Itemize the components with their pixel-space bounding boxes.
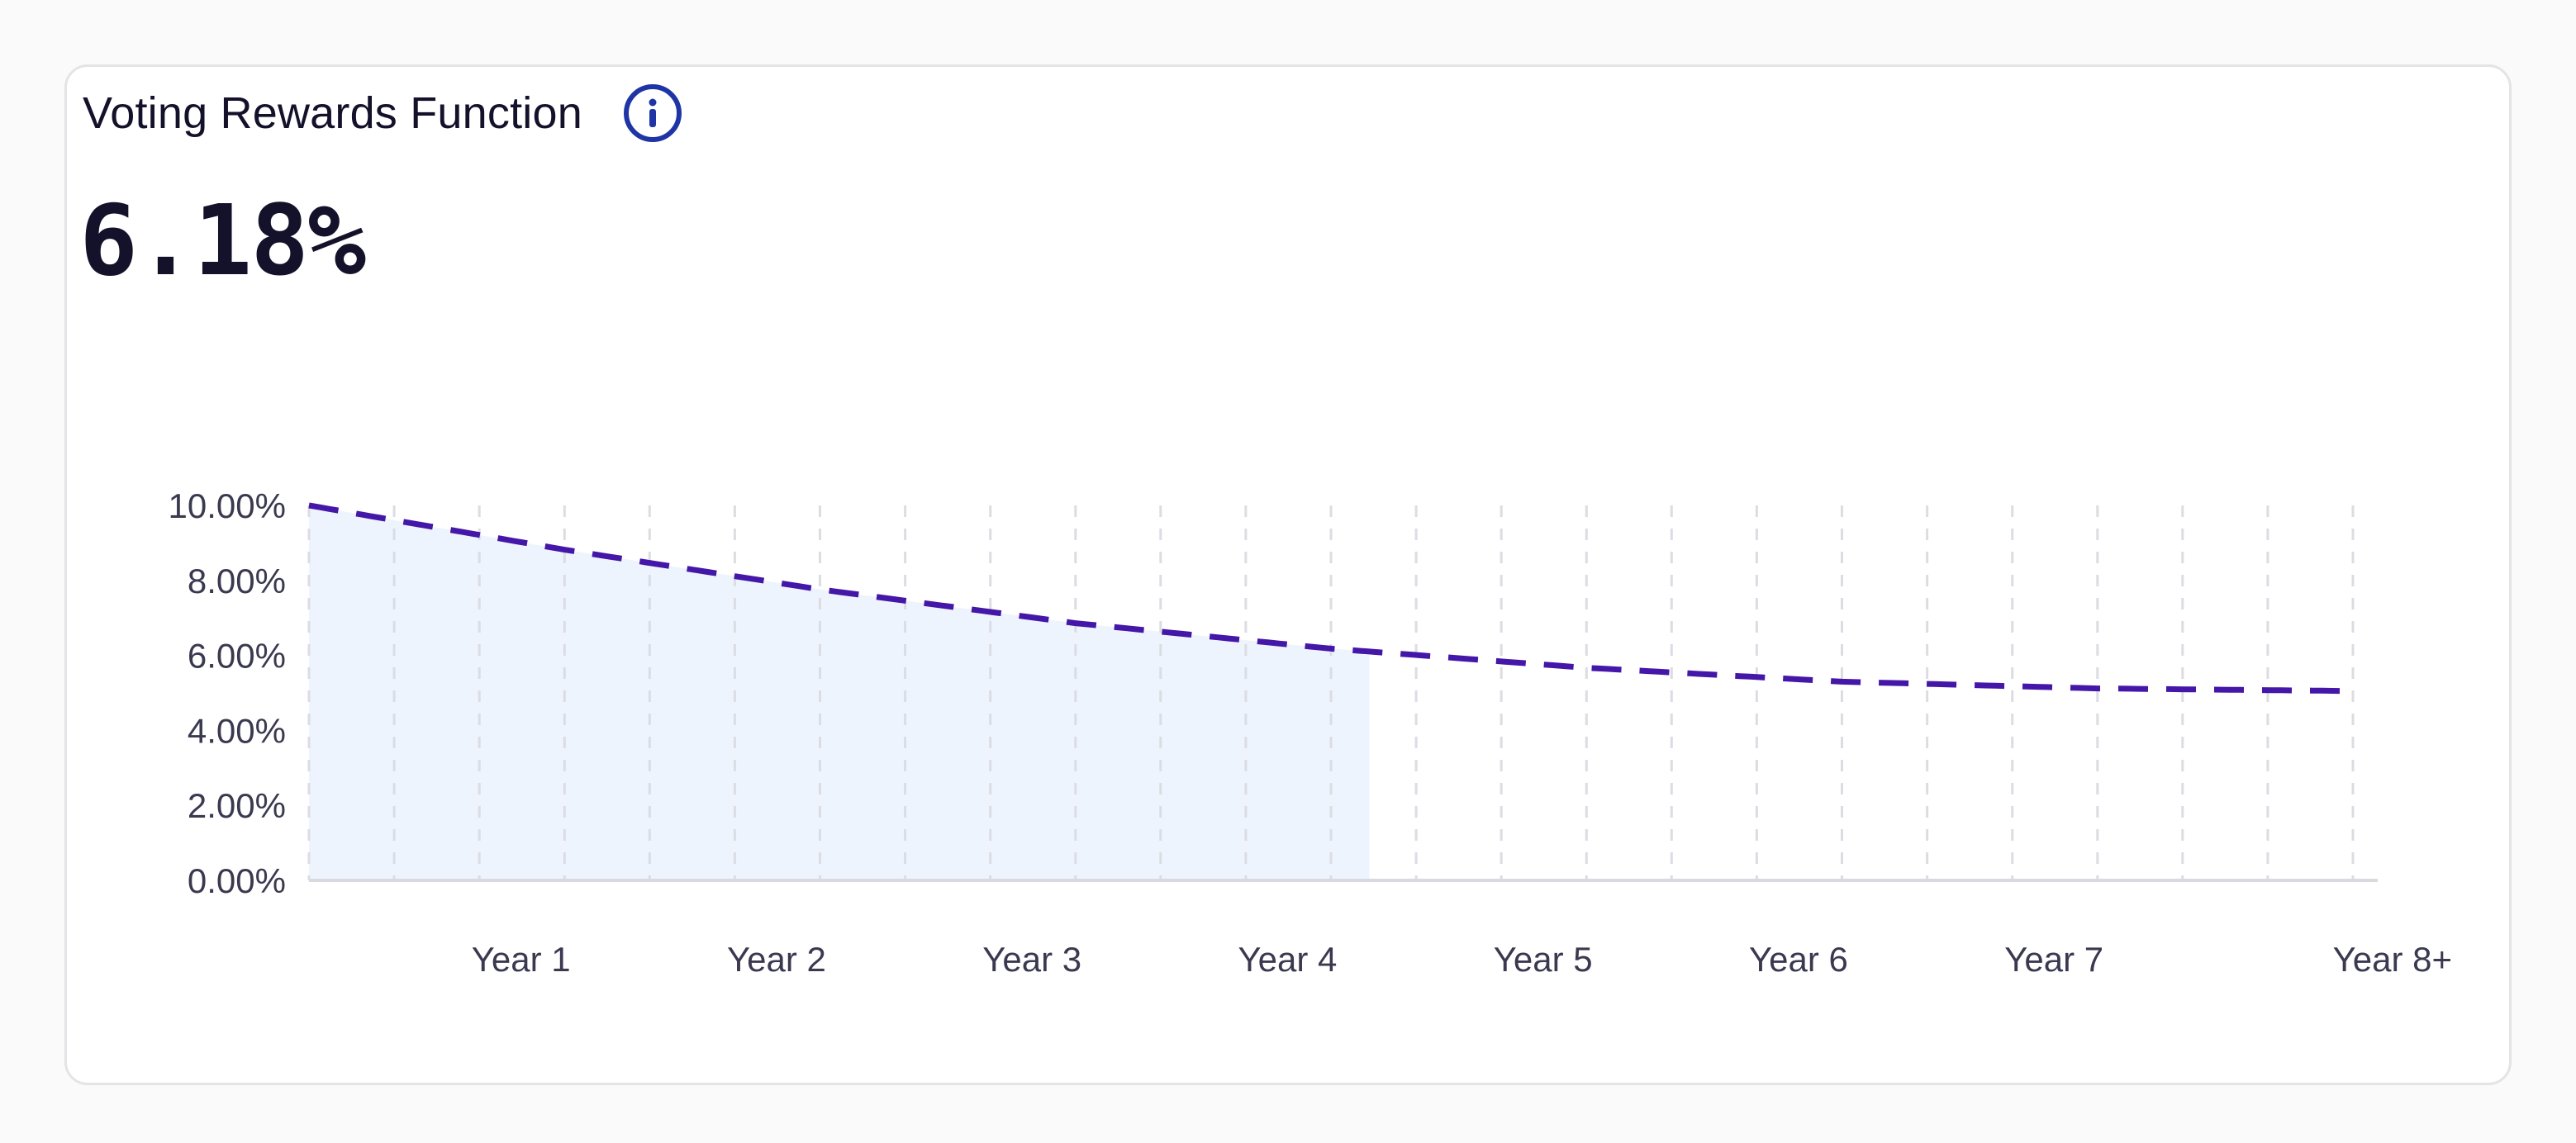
x-tick-label: Year 8+ xyxy=(2333,940,2452,979)
y-tick-label: 8.00% xyxy=(188,562,286,600)
x-tick-label: Year 6 xyxy=(1749,940,1848,979)
info-circle-icon[interactable] xyxy=(622,83,683,144)
y-tick-label: 0.00% xyxy=(188,861,286,900)
y-tick-label: 6.00% xyxy=(188,637,286,676)
current-reward-value: 6.18% xyxy=(79,183,366,297)
x-tick-label: Year 5 xyxy=(1494,940,1593,979)
x-tick-label: Year 2 xyxy=(727,940,826,979)
elapsed-period-area xyxy=(309,505,1370,880)
x-tick-label: Year 1 xyxy=(472,940,571,979)
y-tick-label: 2.00% xyxy=(188,786,286,825)
rewards-series-line xyxy=(308,502,2354,695)
card-title: Voting Rewards Function xyxy=(83,88,582,138)
x-tick-label: Year 4 xyxy=(1238,940,1337,979)
card-header: Voting Rewards Function xyxy=(83,83,683,144)
y-tick-label: 4.00% xyxy=(188,711,286,750)
x-tick-label: Year 3 xyxy=(982,940,1081,979)
y-tick-label: 10.00% xyxy=(169,486,286,525)
x-tick-label: Year 7 xyxy=(2004,940,2103,979)
